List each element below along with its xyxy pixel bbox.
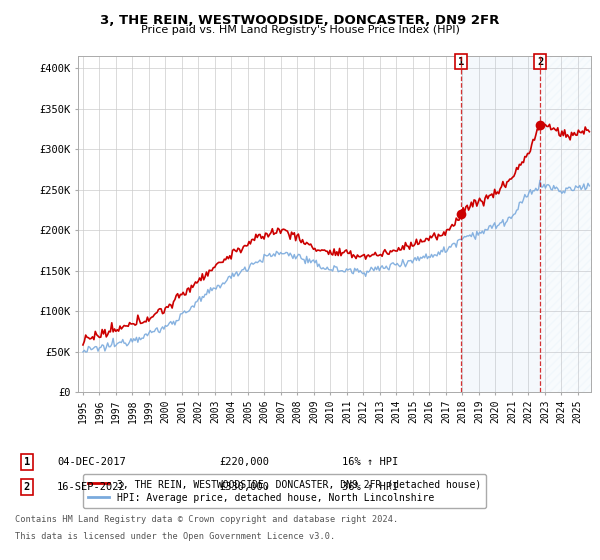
Legend: 3, THE REIN, WESTWOODSIDE, DONCASTER, DN9 2FR (detached house), HPI: Average pri: 3, THE REIN, WESTWOODSIDE, DONCASTER, DN… [83, 474, 486, 508]
Text: 2: 2 [537, 57, 543, 67]
Text: 1: 1 [458, 57, 464, 67]
Text: £220,000: £220,000 [219, 457, 269, 467]
Text: 2: 2 [24, 482, 30, 492]
Text: 3, THE REIN, WESTWOODSIDE, DONCASTER, DN9 2FR: 3, THE REIN, WESTWOODSIDE, DONCASTER, DN… [100, 14, 500, 27]
Text: 1: 1 [24, 457, 30, 467]
Bar [461, 56, 540, 392]
Text: 16-SEP-2022: 16-SEP-2022 [57, 482, 126, 492]
Text: This data is licensed under the Open Government Licence v3.0.: This data is licensed under the Open Gov… [15, 532, 335, 541]
Text: 04-DEC-2017: 04-DEC-2017 [57, 457, 126, 467]
Text: 36% ↑ HPI: 36% ↑ HPI [342, 482, 398, 492]
Bar [540, 56, 591, 392]
Text: Contains HM Land Registry data © Crown copyright and database right 2024.: Contains HM Land Registry data © Crown c… [15, 515, 398, 524]
Text: Price paid vs. HM Land Registry's House Price Index (HPI): Price paid vs. HM Land Registry's House … [140, 25, 460, 35]
Text: £330,000: £330,000 [219, 482, 269, 492]
Text: 16% ↑ HPI: 16% ↑ HPI [342, 457, 398, 467]
